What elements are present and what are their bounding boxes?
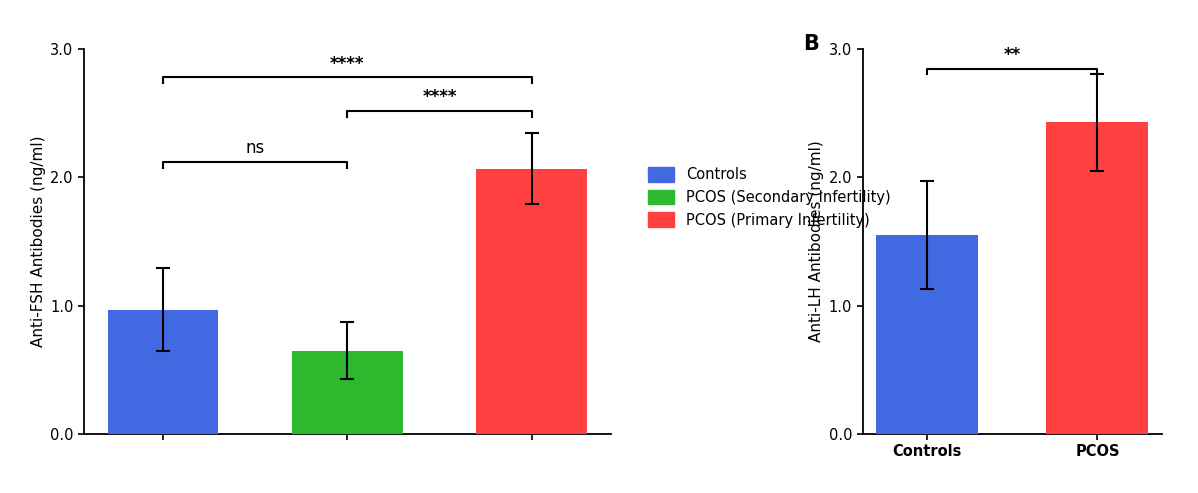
Y-axis label: Anti-LH Antibodies (ng/ml): Anti-LH Antibodies (ng/ml) xyxy=(810,141,824,343)
Text: ns: ns xyxy=(246,140,265,157)
Legend: Controls, PCOS (Secondary Infertility), PCOS (Primary Infertility): Controls, PCOS (Secondary Infertility), … xyxy=(648,167,891,228)
Bar xyxy=(876,235,979,434)
Text: ****: **** xyxy=(331,55,364,73)
Bar xyxy=(477,169,587,434)
Bar xyxy=(1046,122,1149,434)
Bar xyxy=(108,310,218,434)
Text: **: ** xyxy=(1004,46,1021,64)
Text: B: B xyxy=(803,34,818,54)
Y-axis label: Anti-FSH Antibodies (ng/ml): Anti-FSH Antibodies (ng/ml) xyxy=(31,136,46,348)
Text: ****: **** xyxy=(423,88,456,106)
Bar xyxy=(292,351,403,434)
